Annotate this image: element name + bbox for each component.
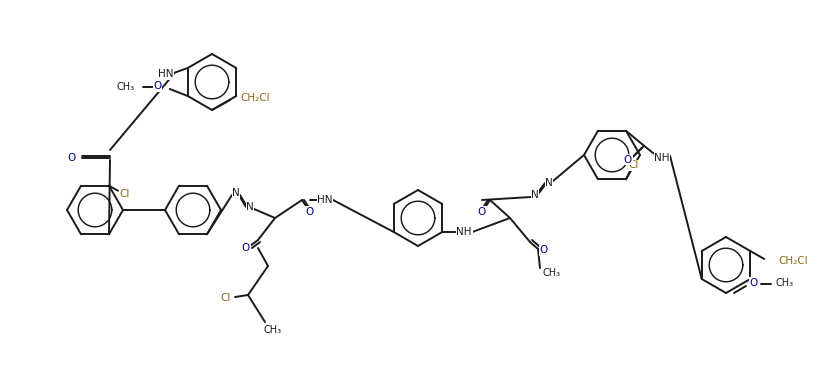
Text: N: N (544, 178, 553, 188)
Text: O: O (477, 207, 486, 217)
Text: O: O (154, 81, 161, 91)
Text: O: O (242, 243, 250, 253)
Text: N: N (531, 190, 538, 200)
Text: O: O (623, 155, 631, 165)
Text: O: O (539, 245, 548, 255)
Text: Cl: Cl (120, 189, 130, 199)
Text: Cl: Cl (221, 293, 231, 303)
Text: CH₃: CH₃ (775, 278, 793, 288)
Text: NH: NH (654, 153, 669, 163)
Text: N: N (246, 202, 253, 212)
Text: CH₃: CH₃ (263, 325, 282, 335)
Text: CH₂Cl: CH₂Cl (240, 93, 269, 103)
Text: O: O (749, 278, 757, 288)
Text: HN: HN (317, 195, 333, 205)
Text: CH₃: CH₃ (116, 82, 135, 92)
Text: O: O (68, 153, 76, 163)
Text: CH₃: CH₃ (543, 268, 560, 278)
Text: HN: HN (158, 69, 173, 79)
Text: O: O (305, 207, 314, 217)
Text: CH₂Cl: CH₂Cl (777, 256, 807, 266)
Text: Cl: Cl (628, 160, 639, 170)
Text: N: N (232, 188, 240, 198)
Text: NH: NH (456, 227, 472, 237)
